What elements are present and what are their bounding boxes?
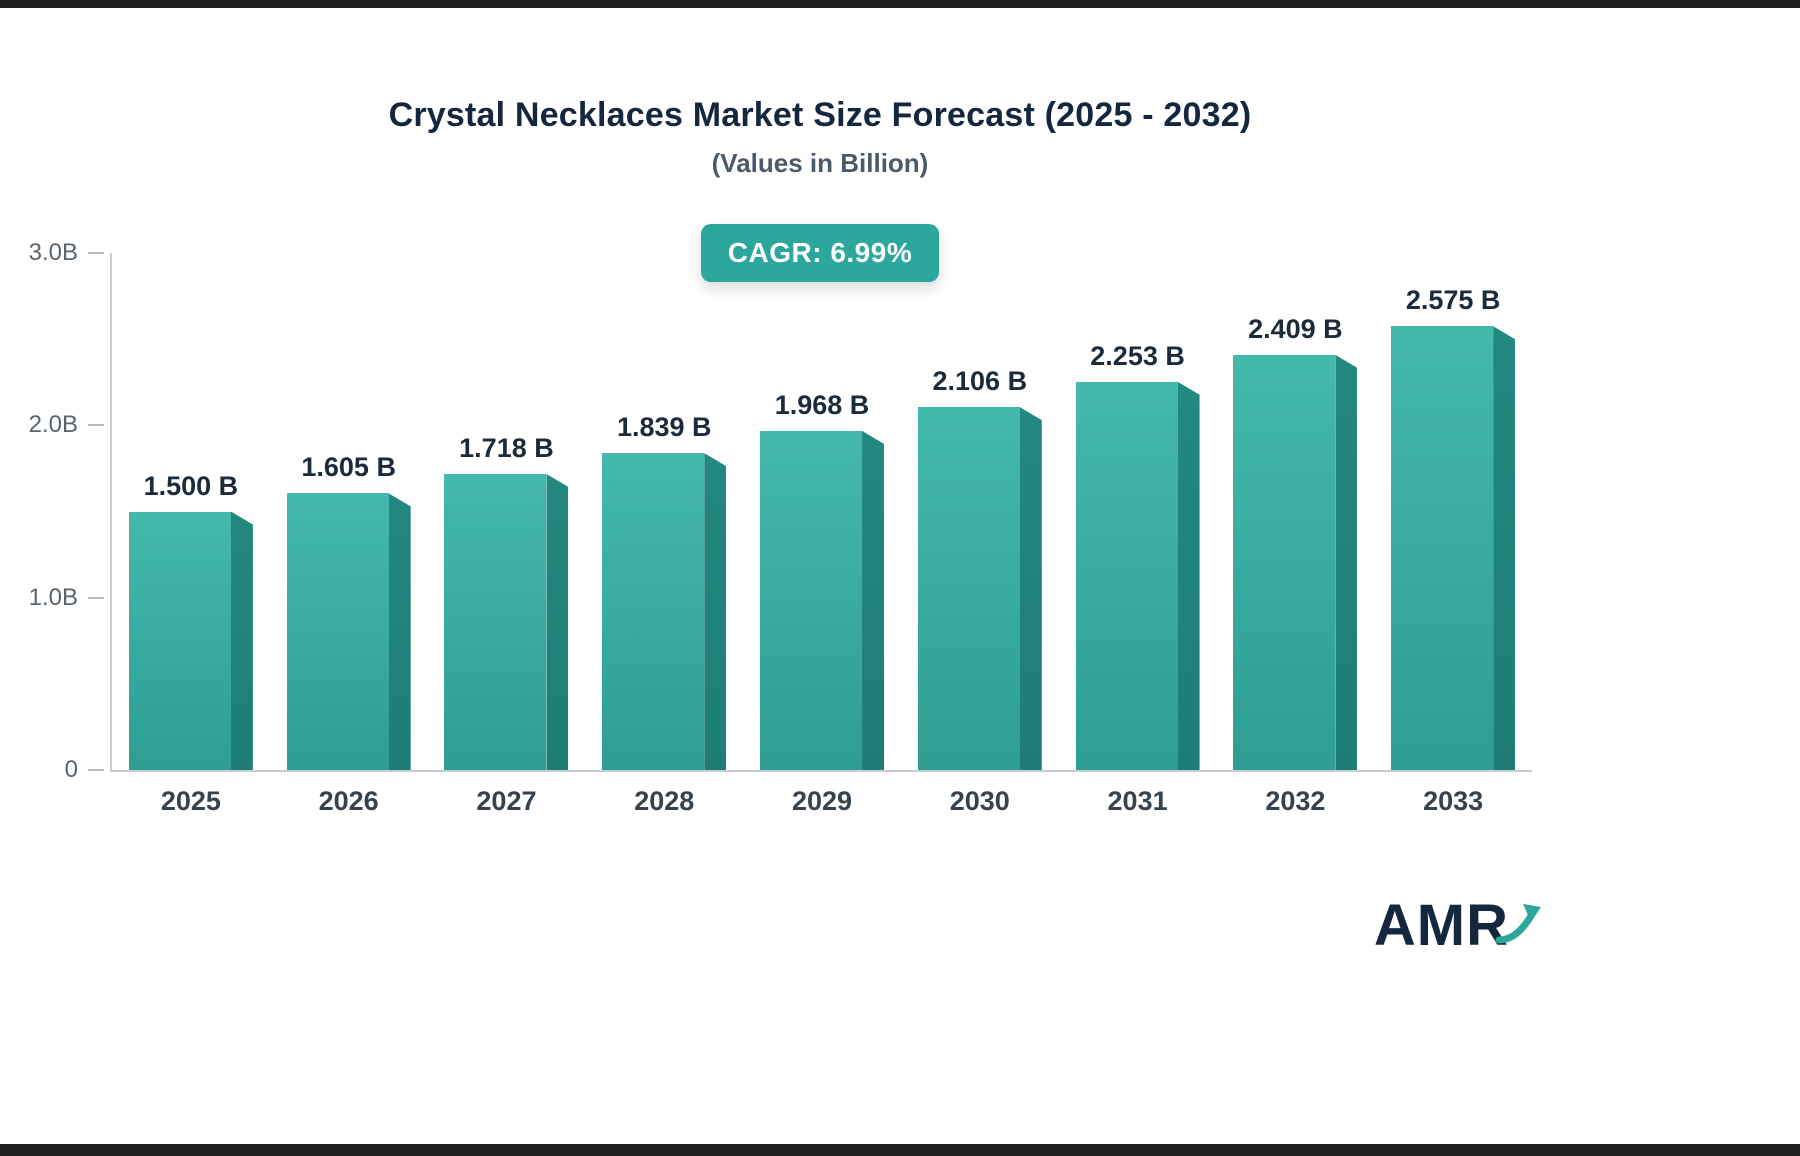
bar-value-label: 2.106 B (932, 366, 1028, 397)
bar-column: 1.500 B 2025 (112, 253, 270, 816)
y-tick: 0 (65, 756, 104, 784)
bar-face (602, 453, 705, 770)
bar-column: 2.409 B 2032 (1216, 253, 1374, 816)
bar-2033[interactable]: 2.575 B (1391, 285, 1516, 770)
bar-side (1335, 354, 1358, 770)
bar-side (388, 493, 411, 770)
bar-2029[interactable]: 1.968 B (760, 390, 885, 770)
bar-face (917, 407, 1020, 770)
bar-column: 2.106 B 2030 (901, 253, 1059, 816)
bar-2026[interactable]: 1.605 B (286, 452, 411, 770)
x-axis-label: 2031 (1107, 786, 1168, 816)
bar-side (1019, 407, 1042, 770)
y-tick-label: 3.0B (28, 239, 78, 266)
y-tick-label: 1.0B (28, 583, 78, 611)
bar-side (230, 511, 253, 770)
bar-column: 1.718 B 2027 (428, 253, 586, 816)
bar-side (1177, 381, 1200, 770)
bar-column: 1.605 B 2026 (270, 253, 428, 816)
x-axis-label: 2029 (791, 786, 853, 816)
window-edge-top (0, 0, 1800, 8)
bar-value-label: 1.839 B (616, 412, 712, 443)
bar-value-label: 1.718 B (459, 432, 554, 463)
bar-face (444, 473, 547, 770)
y-tick-mark (88, 252, 104, 254)
bar-2031[interactable]: 2.253 B (1075, 341, 1200, 770)
bar-value-label: 2.575 B (1405, 285, 1501, 316)
bar-column: 2.575 B 2033 (1374, 253, 1532, 816)
x-axis-label: 2030 (949, 786, 1010, 816)
x-axis-label: 2032 (1265, 786, 1326, 816)
amr-logo-text: AMR (1373, 893, 1509, 958)
window-edge-bottom (0, 1144, 1800, 1156)
chart-subtitle: (Values in Billion) (711, 148, 929, 178)
y-tick-label: 0 (64, 756, 78, 783)
bar-value-label: 1.500 B (143, 470, 239, 501)
bar-value-label: 1.605 B (301, 452, 396, 483)
bar-value-label: 1.968 B (774, 389, 870, 420)
y-tick-mark (88, 424, 104, 427)
bar-face (1391, 326, 1494, 770)
bar-2027[interactable]: 1.718 B (444, 433, 569, 770)
x-axis-label: 2028 (634, 786, 695, 816)
x-axis-label: 2025 (160, 786, 221, 816)
bar-value-label: 2.409 B (1248, 313, 1343, 344)
bar-column: 1.968 B 2029 (743, 253, 901, 816)
bar-side (546, 473, 569, 770)
bar-2025[interactable]: 1.500 B (128, 471, 253, 770)
cagr-badge-wrap: CAGR: 6.99% (110, 224, 1530, 282)
x-axis-label: 2026 (318, 786, 379, 816)
bar-face (286, 493, 389, 770)
y-tick-mark (88, 769, 104, 771)
y-tick: 3.0B (29, 239, 104, 267)
bar-side (704, 453, 727, 770)
bar-side (1493, 326, 1516, 770)
bar-2030[interactable]: 2.106 B (917, 366, 1042, 770)
bar-column: 1.839 B 2028 (585, 253, 743, 816)
cagr-badge: CAGR: 6.99% (700, 224, 940, 282)
y-axis: 3.0B 2.0B 1.0B 0 (0, 239, 108, 783)
plot-area: 1.500 B 2025 1.605 B 2026 1.718 B 2027 1.839 B… (110, 253, 1532, 816)
y-tick: 1.0B (29, 584, 104, 612)
bar-2028[interactable]: 1.839 B (602, 412, 727, 770)
y-tick-mark (88, 596, 104, 599)
bar-face (1233, 354, 1336, 770)
bar-side (862, 430, 885, 770)
bar-face (128, 511, 231, 770)
bar-value-label: 2.253 B (1090, 340, 1185, 371)
x-axis-label: 2033 (1423, 786, 1484, 816)
growth-arrow-icon (1495, 903, 1541, 943)
amr-logo: AMR (1374, 892, 1545, 959)
bar-column: 2.253 B 2031 (1059, 253, 1217, 816)
chart-title: Crystal Necklaces Market Size Forecast (… (388, 96, 1252, 134)
x-axis-label: 2027 (476, 786, 537, 816)
bar-face (760, 430, 863, 770)
y-tick-label: 2.0B (28, 411, 78, 439)
bar-face (1075, 381, 1178, 770)
bar-2032[interactable]: 2.409 B (1233, 314, 1358, 770)
y-tick: 2.0B (29, 411, 104, 439)
